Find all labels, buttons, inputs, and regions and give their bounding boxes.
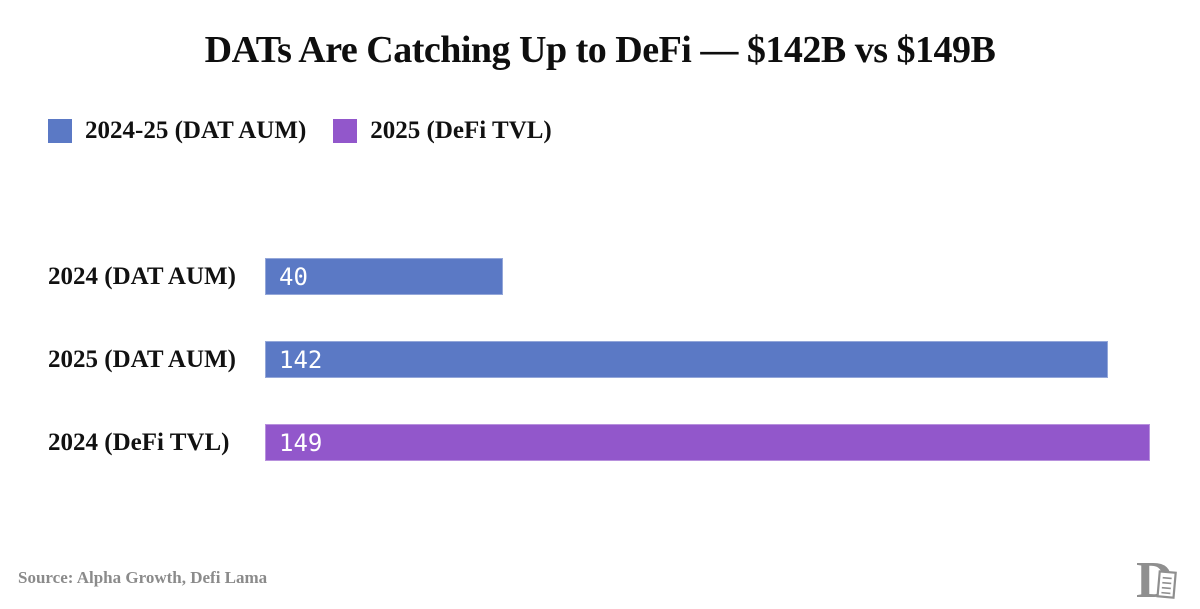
legend-label-defi-tvl: 2025 (DeFi TVL) [370, 117, 552, 144]
bar-2025-dat-aum: 142 [265, 341, 1108, 378]
bar-value-label: 142 [279, 345, 323, 374]
bar-row-2024-dat-aum: 2024 (DAT AUM) 40 [0, 258, 1200, 295]
bar-2024-dat-aum: 40 [265, 258, 503, 295]
bar-value-label: 149 [279, 428, 323, 457]
legend-swatch-blue-icon [48, 119, 72, 143]
publisher-logo-icon: D [1137, 552, 1177, 604]
bar-2024-defi-tvl: 149 [265, 424, 1150, 461]
legend-item-defi-tvl: 2025 (DeFi TVL) [333, 117, 552, 145]
bar-value-label: 40 [279, 262, 308, 291]
bar-row-2025-dat-aum: 2025 (DAT AUM) 142 [0, 341, 1200, 378]
legend: 2024-25 (DAT AUM) 2025 (DeFi TVL) [48, 117, 552, 145]
chart-title: DATs Are Catching Up to DeFi — $142B vs … [204, 29, 996, 71]
category-label: 2024 (DeFi TVL) [48, 428, 230, 456]
source-attribution: Source: Alpha Growth, Defi Lama [18, 568, 268, 587]
legend-item-dat-aum: 2024-25 (DAT AUM) [48, 117, 306, 145]
category-label: 2024 (DAT AUM) [48, 262, 236, 290]
bar-row-2024-defi-tvl: 2024 (DeFi TVL) 149 [0, 424, 1200, 461]
legend-label-dat-aum: 2024-25 (DAT AUM) [85, 117, 307, 144]
legend-swatch-purple-icon [333, 119, 358, 143]
category-label: 2025 (DAT AUM) [48, 345, 236, 373]
